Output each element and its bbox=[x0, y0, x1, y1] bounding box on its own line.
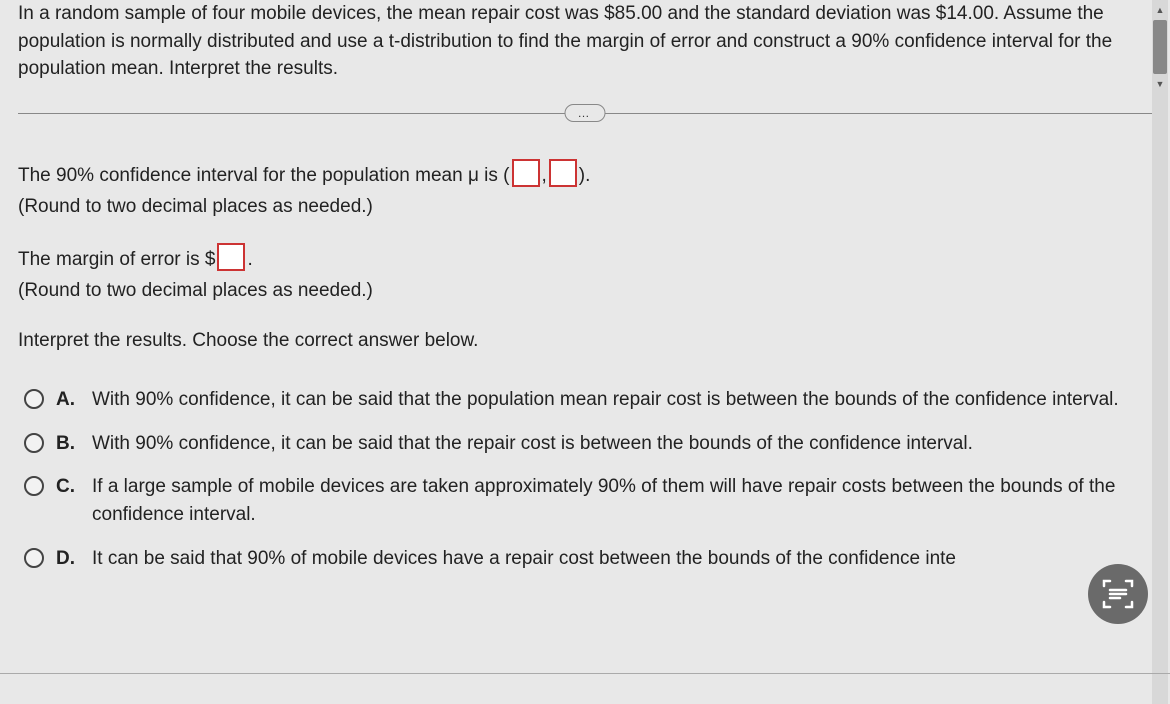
option-row-a[interactable]: A. With 90% confidence, it can be said th… bbox=[18, 386, 1152, 414]
option-letter: A. bbox=[56, 386, 80, 414]
moe-input[interactable] bbox=[217, 243, 245, 271]
capture-icon bbox=[1100, 576, 1136, 612]
moe-question-line: The margin of error is $. bbox=[18, 243, 1152, 274]
radio-c[interactable] bbox=[24, 476, 44, 496]
moe-prefix: The margin of error is $ bbox=[18, 249, 215, 270]
ci-upper-input[interactable] bbox=[549, 159, 577, 187]
ci-suffix: ). bbox=[579, 165, 591, 186]
ci-question-line: The 90% confidence interval for the popu… bbox=[18, 159, 1152, 190]
ci-hint: (Round to two decimal places as needed.) bbox=[18, 193, 1152, 221]
expand-pill[interactable]: … bbox=[565, 104, 606, 122]
moe-hint: (Round to two decimal places as needed.) bbox=[18, 277, 1152, 305]
option-row-d[interactable]: D. It can be said that 90% of mobile devi… bbox=[18, 545, 1152, 573]
radio-b[interactable] bbox=[24, 433, 44, 453]
option-letter: B. bbox=[56, 430, 80, 458]
option-text: With 90% confidence, it can be said that… bbox=[92, 386, 1152, 414]
ci-prefix: The 90% confidence interval for the popu… bbox=[18, 165, 510, 186]
scroll-up-icon[interactable]: ▲ bbox=[1152, 0, 1168, 20]
radio-d[interactable] bbox=[24, 548, 44, 568]
problem-statement: In a random sample of four mobile device… bbox=[18, 0, 1152, 83]
vertical-scrollbar[interactable]: ▲ ▼ bbox=[1152, 0, 1168, 704]
bottom-divider bbox=[0, 673, 1170, 674]
option-letter: C. bbox=[56, 473, 80, 501]
option-letter: D. bbox=[56, 545, 80, 573]
ci-lower-input[interactable] bbox=[512, 159, 540, 187]
option-text: It can be said that 90% of mobile device… bbox=[92, 545, 1152, 573]
option-row-c[interactable]: C. If a large sample of mobile devices ar… bbox=[18, 473, 1152, 528]
option-text: If a large sample of mobile devices are … bbox=[92, 473, 1152, 528]
radio-a[interactable] bbox=[24, 389, 44, 409]
ci-sep: , bbox=[542, 165, 547, 186]
option-row-b[interactable]: B. With 90% confidence, it can be said th… bbox=[18, 430, 1152, 458]
scroll-thumb[interactable] bbox=[1153, 20, 1167, 74]
option-text: With 90% confidence, it can be said that… bbox=[92, 430, 1152, 458]
scroll-down-icon[interactable]: ▼ bbox=[1152, 74, 1168, 94]
interpret-prompt: Interpret the results. Choose the correc… bbox=[18, 327, 1152, 355]
capture-button[interactable] bbox=[1088, 564, 1148, 624]
moe-suffix: . bbox=[247, 249, 252, 270]
section-divider: … bbox=[18, 113, 1152, 114]
